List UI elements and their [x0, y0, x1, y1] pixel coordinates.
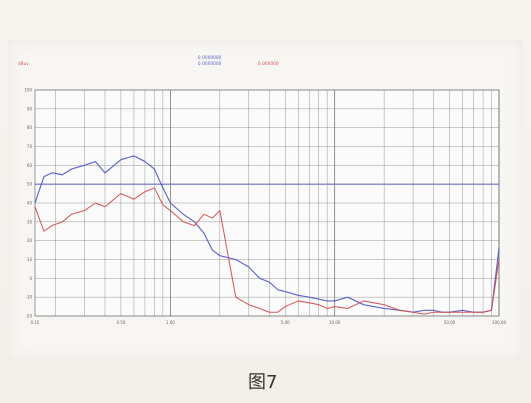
- y-tick-label: 20: [27, 238, 33, 243]
- x-tick-label: 0.15: [31, 320, 40, 325]
- x-tick-label: 10.00: [329, 320, 341, 325]
- y-tick-label: 30: [27, 219, 33, 224]
- y-tick-label: 80: [27, 125, 33, 130]
- y-tick-label: 60: [27, 163, 33, 168]
- x-tick-label: 5.00: [281, 320, 290, 325]
- x-tick-label: 50.00: [444, 320, 456, 325]
- y-tick-label: -20: [25, 314, 32, 319]
- legend-entry-2: 0.0000000: [198, 61, 222, 66]
- red-series-line: [34, 187, 500, 315]
- legend-entry-3: 0.000000: [258, 61, 279, 66]
- y-tick-label: 50: [27, 182, 33, 187]
- unit-label: dBuv: [18, 61, 29, 66]
- y-tick-label: -10: [25, 295, 32, 300]
- x-tick-label: 100.00: [492, 320, 506, 325]
- x-tick-label: 1.00: [166, 320, 175, 325]
- y-tick-label: 90: [27, 106, 33, 111]
- y-tick-label: 0: [29, 276, 32, 281]
- legend-entry-1: 0.0000000: [198, 55, 222, 60]
- x-tick-label: 0.50: [116, 320, 125, 325]
- blue-series-line: [34, 155, 500, 313]
- y-tick-label: 70: [27, 144, 33, 149]
- y-tick-label: 10: [27, 257, 33, 262]
- y-tick-label: 100: [24, 88, 32, 93]
- y-tick-label: 40: [27, 201, 33, 206]
- figure-caption: 图7: [248, 372, 278, 393]
